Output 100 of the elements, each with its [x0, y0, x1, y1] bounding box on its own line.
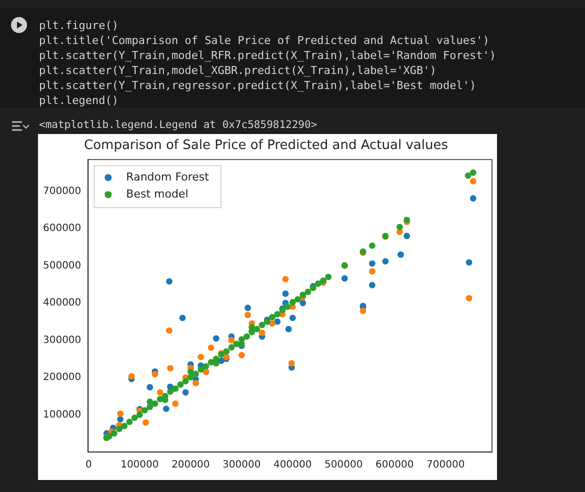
point: [396, 224, 403, 230]
point: [466, 259, 472, 266]
text: plt.title('Comparison of Sale Price of Predicted and Actual values'): [39, 33, 490, 48]
legend-label: Best model: [126, 187, 188, 200]
point: [192, 380, 199, 386]
point: [162, 406, 170, 412]
x-tick-label: 300000: [222, 460, 261, 471]
point: [117, 410, 124, 417]
point: [198, 366, 204, 373]
point: [238, 352, 245, 358]
point: [300, 292, 306, 298]
point: [187, 368, 194, 376]
point: [121, 422, 128, 430]
point: [404, 232, 410, 240]
point: [156, 389, 164, 396]
point: [248, 324, 256, 330]
point: [244, 333, 250, 340]
point: [172, 385, 179, 392]
point: [128, 373, 135, 380]
y-tick-label: 300000: [42, 334, 82, 346]
point: [146, 398, 154, 405]
point: [212, 335, 220, 342]
x-tick-label: 400000: [274, 460, 312, 471]
point: [274, 318, 281, 325]
point: [166, 278, 172, 285]
y-tick-label: 500000: [42, 260, 82, 272]
x-tick-label: 700000: [426, 460, 465, 471]
point: [166, 327, 172, 334]
point: [198, 354, 204, 360]
point: [288, 360, 295, 367]
x-tick-label: 500000: [324, 460, 363, 471]
chart-title: Comparison of Sale Price of Predicted and Actual values: [84, 138, 448, 154]
point: [294, 296, 301, 302]
point: [470, 195, 476, 202]
point: [282, 276, 289, 282]
point: [202, 363, 210, 370]
point: [126, 418, 133, 426]
point: [228, 344, 235, 351]
point: [172, 400, 179, 407]
text: plt.scatter(Y_Train,model_XGBR.predict(X_Train),label='XGB'): [39, 63, 436, 78]
point: [470, 178, 476, 184]
point: [382, 258, 389, 264]
point: [269, 320, 276, 327]
point: [244, 312, 251, 318]
legend-label: Random Forest: [126, 170, 210, 184]
point: [325, 274, 332, 280]
point: [152, 370, 158, 378]
point: [244, 304, 251, 312]
point: [223, 348, 230, 355]
point: [136, 412, 143, 418]
point: [254, 326, 260, 332]
point: [304, 288, 312, 296]
point: [162, 396, 168, 404]
y-tick-label: 700000: [42, 186, 82, 197]
point: [289, 314, 296, 322]
point: [300, 300, 306, 306]
x-tick-label: 0: [85, 460, 92, 471]
point: [269, 314, 276, 320]
y-tick-label: 400000: [42, 298, 82, 309]
x-tick-label: 200000: [172, 460, 210, 471]
point: [146, 384, 154, 390]
y-tick-label: 100000: [42, 409, 82, 420]
point: [258, 322, 266, 328]
point: [285, 326, 292, 332]
point: [182, 389, 189, 396]
point: [282, 290, 289, 297]
text: <matplotlib.legend.Legend at 0x7c5859812290>: [39, 119, 318, 131]
point: [167, 388, 174, 395]
x-tick-label: 600000: [376, 460, 414, 471]
point: [228, 337, 235, 344]
text: plt.scatter(Y_Train,model_RFR.predict(X_Train),label='Random Forest'): [39, 48, 496, 63]
point: [314, 280, 322, 287]
point: [192, 370, 199, 377]
text: plt.scatter(Y_Train,regressor.predict(X_Train),label='Best model'): [39, 78, 476, 93]
point: [470, 169, 476, 176]
point: [258, 330, 266, 336]
point: [360, 308, 366, 314]
point: [274, 310, 281, 318]
point: [368, 268, 376, 275]
point: [177, 381, 184, 388]
point: [116, 426, 122, 432]
point: [289, 299, 296, 306]
point: [182, 378, 189, 384]
point: [341, 275, 348, 282]
point: [368, 242, 376, 249]
y-tick-label: 200000: [42, 372, 82, 384]
point: [142, 407, 148, 414]
text: plt.figure(): [39, 18, 118, 33]
point: [142, 419, 149, 426]
y-tick-label: 600000: [42, 223, 82, 234]
point: [179, 314, 186, 322]
point: [284, 304, 291, 310]
point: [152, 400, 158, 407]
point: [131, 414, 138, 421]
point: [110, 430, 118, 437]
point: [167, 364, 174, 372]
point: [117, 416, 124, 422]
point: [106, 433, 112, 440]
point: [368, 282, 376, 288]
point: [208, 344, 214, 351]
